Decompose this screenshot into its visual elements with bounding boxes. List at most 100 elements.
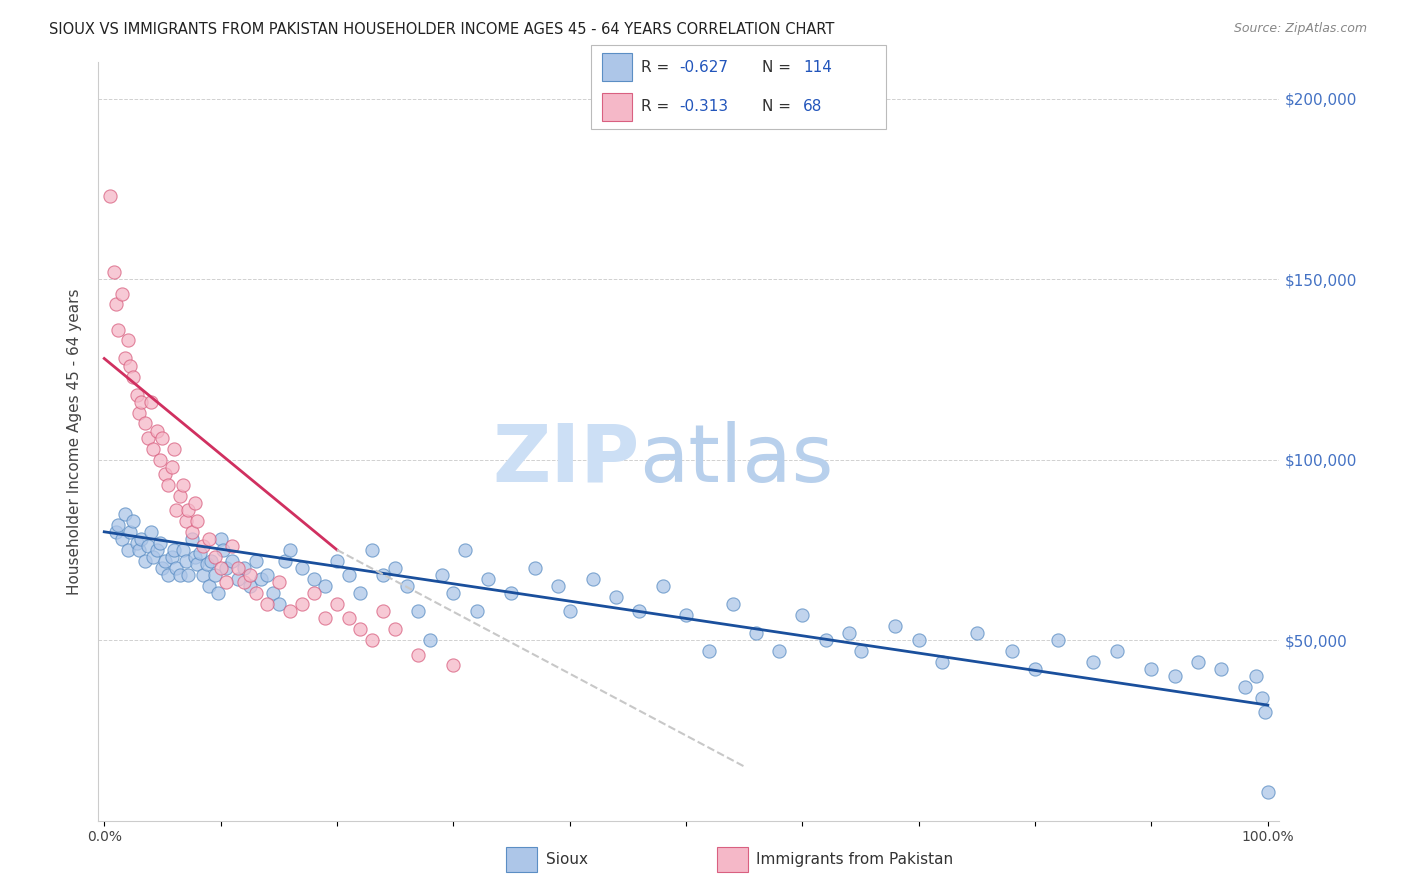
Point [138, 431, 160, 445]
Point [384, 622, 406, 636]
Point [408, 648, 430, 662]
Text: SIOUX VS IMMIGRANTS FROM PAKISTAN HOUSEHOLDER INCOME AGES 45 - 64 YEARS CORRELAT: SIOUX VS IMMIGRANTS FROM PAKISTAN HOUSEH… [49, 22, 835, 37]
Text: Immigrants from Pakistan: Immigrants from Pakistan [756, 853, 953, 867]
Point [157, 478, 180, 492]
Point [745, 626, 768, 640]
Point [697, 644, 720, 658]
Point [149, 535, 172, 549]
Text: -0.313: -0.313 [679, 99, 728, 114]
Point [1047, 633, 1070, 648]
Point [118, 524, 141, 539]
Point [200, 554, 222, 568]
Point [204, 550, 226, 565]
Text: R =: R = [641, 99, 673, 114]
Point [291, 561, 314, 575]
Point [174, 554, 197, 568]
Text: 114: 114 [803, 60, 832, 75]
Text: N =: N = [762, 99, 796, 114]
Point [1254, 706, 1277, 720]
Point [180, 524, 202, 539]
Point [125, 535, 148, 549]
Text: Source: ZipAtlas.com: Source: ZipAtlas.com [1233, 22, 1367, 36]
Point [118, 359, 141, 373]
Point [114, 351, 136, 366]
Point [153, 554, 176, 568]
Point [441, 658, 464, 673]
Point [215, 575, 238, 590]
Point [245, 586, 267, 600]
Point [250, 572, 273, 586]
Point [165, 561, 187, 575]
Point [792, 607, 814, 622]
Point [273, 554, 295, 568]
Point [384, 561, 406, 575]
Point [172, 542, 194, 557]
Point [98, 189, 121, 203]
Point [125, 387, 148, 401]
Point [814, 633, 837, 648]
Point [209, 561, 232, 575]
Point [169, 568, 191, 582]
Point [195, 558, 218, 572]
Point [177, 568, 200, 582]
Point [314, 579, 336, 593]
Point [1001, 644, 1024, 658]
Point [188, 546, 211, 560]
Point [221, 554, 243, 568]
Point [204, 568, 226, 582]
Point [1083, 655, 1105, 669]
Point [966, 626, 988, 640]
Point [628, 604, 651, 618]
Point [360, 633, 382, 648]
Point [465, 604, 488, 618]
Point [122, 514, 145, 528]
Point [142, 550, 165, 565]
Point [547, 579, 569, 593]
Point [184, 550, 207, 565]
Point [226, 561, 249, 575]
Point [149, 452, 172, 467]
Point [107, 323, 129, 337]
Point [291, 597, 314, 611]
Point [721, 597, 744, 611]
Point [907, 633, 929, 648]
Point [198, 579, 221, 593]
Point [558, 604, 581, 618]
Point [160, 550, 183, 565]
Point [256, 597, 278, 611]
Text: -0.627: -0.627 [679, 60, 728, 75]
Point [477, 572, 499, 586]
Point [430, 568, 453, 582]
Point [373, 604, 395, 618]
Point [145, 542, 167, 557]
Point [134, 417, 156, 431]
Point [1024, 662, 1046, 676]
Point [157, 568, 180, 582]
Text: R =: R = [641, 60, 673, 75]
Point [198, 532, 221, 546]
Point [153, 467, 176, 481]
Point [1140, 662, 1163, 676]
Point [177, 503, 200, 517]
Point [163, 442, 186, 456]
Text: Sioux: Sioux [546, 853, 588, 867]
Point [326, 597, 349, 611]
Point [337, 611, 360, 625]
Point [139, 394, 162, 409]
Point [138, 539, 160, 553]
Point [142, 442, 165, 456]
Point [838, 626, 860, 640]
Point [1257, 785, 1279, 799]
Point [232, 575, 254, 590]
Point [280, 604, 302, 618]
Point [302, 586, 325, 600]
Point [111, 286, 134, 301]
Point [114, 507, 136, 521]
Bar [602, 93, 631, 120]
Point [1233, 680, 1256, 694]
Point [1211, 662, 1233, 676]
Point [360, 542, 382, 557]
Point [152, 431, 174, 445]
Point [931, 655, 953, 669]
Point [169, 489, 191, 503]
